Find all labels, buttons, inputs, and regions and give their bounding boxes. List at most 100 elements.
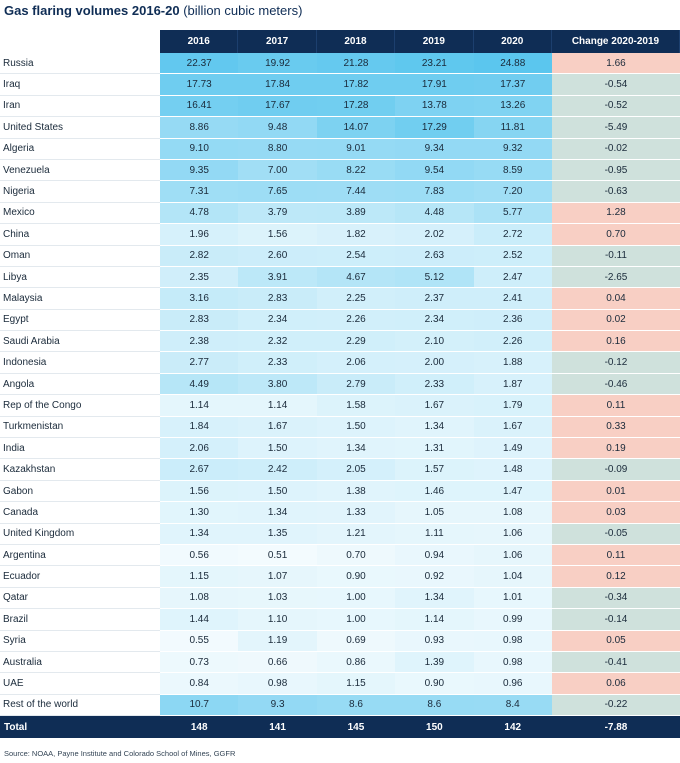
total-value-2019: 150 [395, 716, 474, 739]
value-cell-2019: 13.78 [395, 95, 474, 118]
table-row: Brazil 1.44 1.10 1.00 1.14 0.99 -0.14 [0, 609, 680, 631]
value-cell-2019: 1.05 [395, 502, 474, 524]
value-cell-2020: 1.48 [473, 459, 552, 481]
value-cell-2020: 0.98 [473, 630, 552, 652]
change-cell: 0.11 [551, 544, 680, 567]
country-label: UAE [0, 673, 160, 695]
value-cell-2019: 1.31 [395, 438, 474, 460]
change-cell: 0.02 [551, 309, 680, 332]
value-cell-2020: 9.32 [473, 138, 552, 160]
value-cell-2020: 1.06 [473, 544, 552, 567]
value-cell-2016: 4.78 [160, 202, 239, 225]
value-cell-2017: 1.50 [238, 438, 317, 460]
change-cell: 1.28 [551, 202, 680, 225]
value-cell-2017: 9.3 [238, 694, 317, 717]
table-row: Iran 16.41 17.67 17.28 13.78 13.26 -0.52 [0, 95, 680, 118]
value-cell-2018: 2.05 [316, 459, 396, 481]
table-row: Argentina 0.56 0.51 0.70 0.94 1.06 0.11 [0, 544, 680, 567]
country-label: Nigeria [0, 181, 160, 203]
value-cell-2020: 7.20 [473, 181, 552, 203]
value-cell-2019: 7.83 [395, 181, 474, 203]
total-label: Total [0, 716, 160, 739]
value-cell-2016: 1.30 [160, 502, 239, 524]
country-label: Egypt [0, 309, 160, 332]
value-cell-2019: 9.54 [395, 159, 474, 182]
table-row: Gabon 1.56 1.50 1.38 1.46 1.47 0.01 [0, 480, 680, 503]
value-cell-2019: 17.91 [395, 74, 474, 96]
value-cell-2020: 17.37 [473, 74, 552, 96]
value-cell-2018: 2.79 [316, 373, 396, 396]
value-cell-2018: 17.82 [316, 74, 396, 96]
table-row: Syria 0.55 1.19 0.69 0.93 0.98 0.05 [0, 630, 680, 652]
value-cell-2018: 2.29 [316, 331, 396, 353]
value-cell-2019: 0.92 [395, 566, 474, 588]
value-cell-2020: 1.08 [473, 502, 552, 524]
table-row: Ecuador 1.15 1.07 0.90 0.92 1.04 0.12 [0, 566, 680, 588]
country-label: Qatar [0, 587, 160, 610]
country-label: Angola [0, 373, 160, 396]
value-cell-2020: 24.88 [473, 53, 552, 75]
country-label: Venezuela [0, 159, 160, 182]
country-label: United Kingdom [0, 523, 160, 545]
country-label: Indonesia [0, 352, 160, 374]
value-cell-2016: 2.77 [160, 352, 239, 374]
change-cell: -5.49 [551, 117, 680, 139]
value-cell-2017: 0.66 [238, 651, 317, 674]
country-label: Gabon [0, 480, 160, 503]
country-label: Argentina [0, 544, 160, 567]
value-cell-2018: 2.06 [316, 352, 396, 374]
table-row: Nigeria 7.31 7.65 7.44 7.83 7.20 -0.63 [0, 181, 680, 203]
total-change: -7.88 [551, 716, 680, 739]
change-cell: -0.12 [551, 352, 680, 374]
header-2019: 2019 [395, 30, 474, 53]
country-label: United States [0, 117, 160, 139]
value-cell-2016: 4.49 [160, 373, 239, 396]
value-cell-2017: 17.84 [238, 74, 317, 96]
value-cell-2018: 0.70 [316, 544, 396, 567]
value-cell-2016: 0.84 [160, 673, 239, 695]
value-cell-2018: 3.89 [316, 202, 396, 225]
value-cell-2019: 2.33 [395, 373, 474, 396]
change-cell: -0.11 [551, 245, 680, 267]
value-cell-2016: 2.06 [160, 438, 239, 460]
value-cell-2019: 1.46 [395, 480, 474, 503]
table-row: Mexico 4.78 3.79 3.89 4.48 5.77 1.28 [0, 202, 680, 225]
country-label: Turkmenistan [0, 416, 160, 439]
change-cell: -0.46 [551, 373, 680, 396]
table-row: China 1.96 1.56 1.82 2.02 2.72 0.70 [0, 224, 680, 246]
value-cell-2017: 1.07 [238, 566, 317, 588]
value-cell-2019: 2.37 [395, 288, 474, 310]
value-cell-2018: 0.86 [316, 651, 396, 674]
value-cell-2018: 17.28 [316, 95, 396, 118]
value-cell-2017: 19.92 [238, 53, 317, 75]
value-cell-2017: 3.80 [238, 373, 317, 396]
value-cell-2020: 1.06 [473, 523, 552, 545]
value-cell-2020: 8.4 [473, 694, 552, 717]
table-row: Egypt 2.83 2.34 2.26 2.34 2.36 0.02 [0, 309, 680, 332]
country-label: Libya [0, 266, 160, 289]
country-label: China [0, 224, 160, 246]
table-row: Malaysia 3.16 2.83 2.25 2.37 2.41 0.04 [0, 288, 680, 310]
value-cell-2016: 22.37 [160, 53, 239, 75]
change-cell: 0.11 [551, 395, 680, 417]
gas-flaring-table: 2016 2017 2018 2019 2020 Change 2020-201… [0, 30, 680, 739]
value-cell-2018: 0.90 [316, 566, 396, 588]
subtitle-text: (billion cubic meters) [183, 3, 303, 18]
value-cell-2018: 0.69 [316, 630, 396, 652]
value-cell-2019: 17.29 [395, 117, 474, 139]
value-cell-2018: 1.34 [316, 438, 396, 460]
change-cell: -0.63 [551, 181, 680, 203]
value-cell-2016: 0.73 [160, 651, 239, 674]
value-cell-2018: 7.44 [316, 181, 396, 203]
value-cell-2020: 1.04 [473, 566, 552, 588]
change-cell: -0.52 [551, 95, 680, 118]
table-row: Iraq 17.73 17.84 17.82 17.91 17.37 -0.54 [0, 74, 680, 96]
country-label: Oman [0, 245, 160, 267]
value-cell-2018: 2.54 [316, 245, 396, 267]
value-cell-2020: 2.36 [473, 309, 552, 332]
value-cell-2017: 1.56 [238, 224, 317, 246]
value-cell-2019: 8.6 [395, 694, 474, 717]
value-cell-2020: 0.99 [473, 609, 552, 631]
value-cell-2018: 1.50 [316, 416, 396, 439]
value-cell-2019: 2.34 [395, 309, 474, 332]
